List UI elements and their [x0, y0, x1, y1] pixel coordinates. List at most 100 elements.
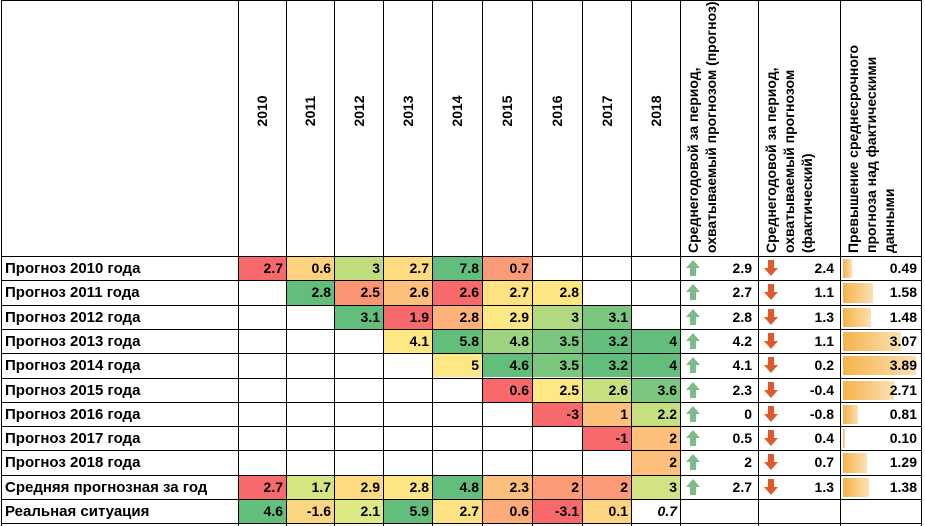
- grid-vline: [680, 0, 681, 526]
- actual-avg-value: 1.3: [814, 308, 834, 325]
- grid-hline: [1, 402, 921, 403]
- forecast-avg-value: 2.7: [732, 478, 752, 495]
- forecast-avg-value: 0.5: [732, 430, 752, 447]
- grid-vline: [921, 0, 922, 526]
- value-cell: 2.6: [384, 281, 432, 305]
- value-cell: 0.6: [483, 500, 532, 524]
- arrow-down-icon: [764, 454, 778, 471]
- excess-value: 1.29: [889, 454, 917, 471]
- value-cell: 0.7: [483, 257, 532, 281]
- value-cell: 0.6: [483, 378, 532, 402]
- value-cell: 7.8: [433, 257, 482, 281]
- arrow-up-icon: [686, 405, 700, 422]
- value-cell: 2.7: [239, 257, 286, 281]
- excess-bar: [843, 429, 845, 449]
- value-cell: 3.2: [583, 354, 631, 378]
- value-cell: 1.9: [384, 305, 432, 329]
- excess-bar: [843, 283, 873, 303]
- value-cell: -3.1: [533, 500, 582, 524]
- arrow-down-icon: [764, 308, 778, 325]
- grid-vline: [383, 0, 384, 526]
- grid-vline: [532, 0, 533, 526]
- value-cell: 2: [632, 451, 680, 475]
- grid-vline: [840, 0, 841, 526]
- actual-avg-value: 0.7: [814, 454, 834, 471]
- value-cell: 2.9: [483, 305, 532, 329]
- arrow-down-icon: [764, 332, 778, 349]
- value-cell: 2.8: [533, 281, 582, 305]
- value-cell: 5.8: [433, 329, 482, 354]
- forecast-avg-value: 2.8: [732, 308, 752, 325]
- grid-hline: [1, 305, 921, 306]
- row-label: Реальная ситуация: [5, 503, 150, 520]
- excess-value: 1.48: [889, 308, 917, 325]
- arrow-up-icon: [686, 357, 700, 374]
- actual-avg-value: 0.4: [814, 430, 834, 447]
- value-cell: 2.9: [335, 475, 383, 499]
- grid-vline: [286, 0, 287, 526]
- value-cell: 0.1: [583, 500, 631, 524]
- value-cell: 4: [632, 354, 680, 378]
- grid-vline: [334, 0, 335, 526]
- value-cell: 3.2: [583, 329, 631, 354]
- grid-hline: [1, 523, 921, 524]
- row-label: Прогноз 2018 года: [5, 454, 141, 472]
- grid-vline: [758, 0, 759, 526]
- grid-hline: [1, 499, 921, 500]
- arrow-up-icon: [686, 284, 700, 301]
- value-cell: 5.9: [384, 500, 432, 524]
- value-cell: 2.8: [384, 475, 432, 499]
- metric-header-actual-avg: Среднегодовой за период, охватываемый пр…: [763, 67, 815, 254]
- arrow-up-icon: [686, 260, 700, 276]
- year-header: 2013: [399, 95, 416, 127]
- value-cell: 4.1: [384, 329, 432, 354]
- grid-hline: [1, 329, 921, 330]
- arrow-down-icon: [764, 381, 778, 398]
- value-cell: 4.8: [483, 329, 532, 354]
- arrow-up-icon: [686, 478, 700, 495]
- grid-vline: [482, 0, 483, 526]
- year-header: 2010: [254, 95, 270, 127]
- value-cell: 2.7: [483, 281, 532, 305]
- excess-value: 1.58: [889, 284, 917, 301]
- value-cell: -1: [583, 427, 631, 451]
- value-cell: 3: [533, 305, 582, 329]
- grid-vline: [1, 0, 2, 526]
- forecast-avg-value: 2.3: [732, 381, 752, 398]
- row-label: Прогноз 2011 года: [5, 284, 140, 302]
- value-cell: 4: [632, 329, 680, 354]
- grid-hline: [1, 426, 921, 427]
- grid-hline: [1, 280, 921, 281]
- actual-avg-value: 0.2: [814, 357, 834, 374]
- row-label: Средняя прогнозная за год: [5, 478, 208, 496]
- arrow-down-icon: [764, 405, 778, 422]
- value-cell: 3.1: [583, 305, 631, 329]
- value-cell: 4.6: [239, 500, 286, 524]
- year-header: 2011: [302, 95, 318, 127]
- arrow-up-icon: [686, 381, 700, 398]
- value-cell: 3.5: [533, 354, 582, 378]
- arrow-up-icon: [686, 308, 700, 325]
- actual-avg-value: 1.1: [814, 284, 834, 301]
- year-header: 2015: [499, 95, 515, 127]
- value-cell: 2.5: [533, 378, 582, 402]
- value-cell: 0.7: [657, 503, 677, 519]
- arrow-up-icon: [686, 332, 700, 349]
- excess-bar: [843, 259, 852, 279]
- arrow-down-icon: [764, 260, 778, 276]
- excess-value: 1.38: [889, 478, 917, 495]
- excess-value: 2.71: [889, 381, 917, 398]
- grid-hline: [1, 353, 921, 354]
- forecast-avg-value: 2: [744, 454, 752, 471]
- value-cell: 3.6: [632, 378, 680, 402]
- value-cell: 2.3: [483, 475, 532, 499]
- grid-hline: [1, 0, 921, 1]
- excess-value: 0.81: [889, 405, 917, 422]
- value-cell: 2.2: [632, 402, 680, 427]
- row-label: Прогноз 2015 года: [5, 381, 141, 399]
- row-label: Прогноз 2016 года: [5, 405, 141, 423]
- actual-avg-value: -0.8: [809, 405, 834, 422]
- excess-value: 0.49: [889, 260, 917, 276]
- value-cell: 2.6: [433, 281, 482, 305]
- arrow-down-icon: [764, 284, 778, 301]
